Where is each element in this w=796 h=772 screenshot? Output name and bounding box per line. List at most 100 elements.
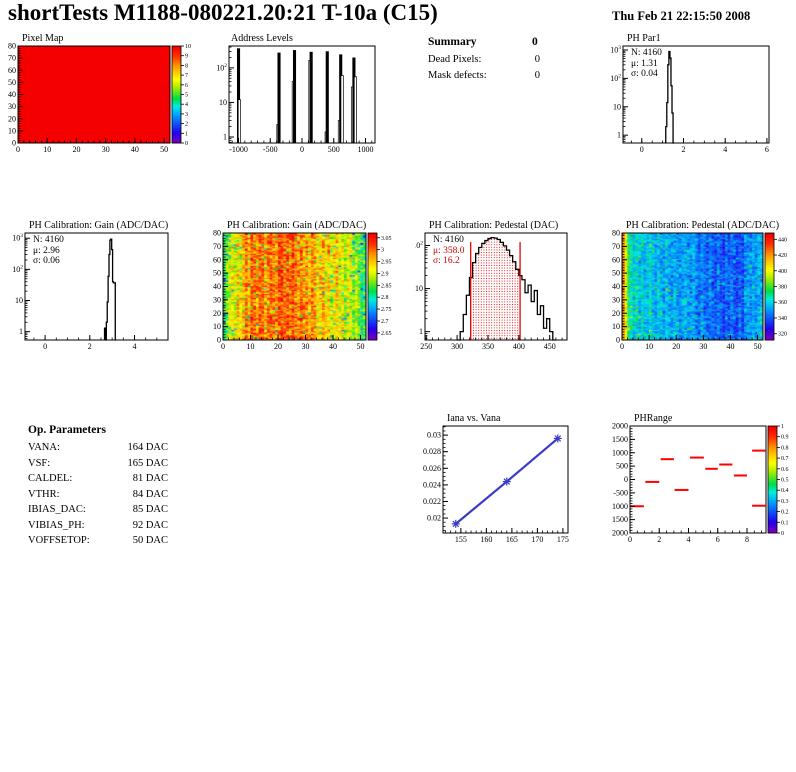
op-parameters-block: Op. Parameters VANA: 164 DAC VSF: 165 DA… [20, 424, 210, 549]
svg-text:70: 70 [612, 242, 620, 251]
svg-text:10: 10 [645, 342, 653, 351]
svg-text:155: 155 [455, 535, 467, 544]
plot-title-ph-par1: PH Par1 [627, 33, 661, 44]
svg-text:0.7: 0.7 [781, 456, 789, 462]
svg-text:0.5: 0.5 [781, 478, 789, 484]
svg-text:2: 2 [681, 145, 685, 154]
svg-text:4: 4 [132, 342, 136, 351]
svg-text:-500: -500 [263, 145, 278, 154]
svg-text:20: 20 [72, 145, 80, 154]
svg-text:10: 10 [213, 322, 221, 331]
ph-par1-chart: 0 2 4 6 1 10 102 103 [610, 45, 770, 154]
svg-text:0.024: 0.024 [423, 480, 441, 489]
op-row-vsf: VSF: 165 DAC [28, 458, 210, 474]
svg-text:20: 20 [672, 342, 680, 351]
svg-text:1: 1 [223, 132, 227, 141]
svg-text:2.9: 2.9 [381, 271, 389, 277]
svg-text:60: 60 [612, 255, 620, 264]
svg-text:0.8: 0.8 [781, 445, 789, 451]
svg-text:50: 50 [754, 342, 762, 351]
summary-row-label: Mask defects: [428, 70, 487, 81]
svg-text:10: 10 [613, 102, 621, 111]
plot-title-address-levels: Address Levels [231, 33, 293, 44]
svg-text:500: 500 [616, 462, 628, 471]
svg-text:1: 1 [781, 424, 784, 430]
svg-text:5: 5 [185, 93, 188, 99]
svg-text:0.6: 0.6 [781, 467, 789, 473]
svg-text:0: 0 [628, 535, 632, 544]
svg-text:20: 20 [213, 309, 221, 318]
stat-mu: μ: 2.96 [33, 245, 60, 256]
svg-text:1000: 1000 [612, 448, 628, 457]
summary-row-value: 0 [534, 70, 540, 81]
svg-text:40: 40 [726, 342, 734, 351]
svg-text:10: 10 [219, 98, 227, 107]
ph-calibration-gain-adc-dac--chart: 0 10 20 30 40 50 0 10 20 30 40 50 60 70 80 3.05 3 2.95 2.9… [213, 229, 392, 352]
iana-vs-vana-chart: 155 160 165 170 175 0.02 0.022 0.024 0.026 0.028 0… [423, 425, 569, 544]
svg-text:2: 2 [88, 342, 92, 351]
svg-text:0: 0 [620, 342, 624, 351]
svg-text:20: 20 [8, 114, 16, 123]
svg-text:175: 175 [557, 535, 569, 544]
svg-text:102: 102 [415, 240, 423, 250]
svg-text:103: 103 [12, 233, 23, 243]
address-levels-chart: -1000 -500 0 500 1000 1 10 102 [216, 45, 376, 154]
op-row-voffsetop: VOFFSETOP: 50 DAC [28, 535, 210, 549]
svg-text:30: 30 [102, 145, 110, 154]
panel-pedestal-histogram: PH Calibration: Pedestal (DAC) N: 4160 μ… [415, 220, 603, 356]
svg-text:4: 4 [723, 145, 727, 154]
stat-mu: μ: 358.0 [433, 245, 465, 256]
svg-text:6: 6 [765, 145, 769, 154]
svg-text:0.028: 0.028 [423, 447, 441, 456]
op-label: IBIAS_DAC: [28, 504, 86, 515]
svg-text:250: 250 [420, 342, 432, 351]
op-row-vthr: VTHR: 84 DAC [28, 489, 210, 505]
svg-text:1: 1 [419, 327, 423, 336]
svg-text:500: 500 [328, 145, 340, 154]
svg-text:0.026: 0.026 [423, 464, 441, 473]
svg-text:10: 10 [247, 342, 255, 351]
svg-text:10: 10 [415, 284, 423, 293]
op-label: VOFFSETOP: [28, 535, 90, 546]
svg-text:10: 10 [43, 145, 51, 154]
op-row-ibias-dac: IBIAS_DAC: 85 DAC [28, 504, 210, 520]
op-value: 165 DAC [127, 457, 168, 469]
svg-text:-1000: -1000 [229, 145, 248, 154]
svg-text:2.95: 2.95 [381, 260, 392, 266]
svg-text:20: 20 [274, 342, 282, 351]
svg-text:165: 165 [506, 535, 518, 544]
ph-calibration-gain-adc-dac--chart: 0 2 4 1 10 102 103 [12, 232, 169, 351]
plot-title-gain-map: PH Calibration: Gain (ADC/DAC) [227, 220, 367, 231]
svg-text:103: 103 [610, 45, 621, 55]
svg-text:1: 1 [19, 327, 23, 336]
stats-box-gain: N: 4160 μ: 2.96 σ: 0.06 [33, 235, 64, 267]
svg-text:7: 7 [185, 73, 188, 79]
svg-text:2.65: 2.65 [381, 331, 392, 337]
svg-text:102: 102 [216, 63, 227, 72]
svg-text:2.7: 2.7 [381, 319, 389, 325]
panel-ph-par1: PH Par1 N: 4160 μ: 1.31 σ: 0.04 0 2 4 6 1 10 1… [608, 33, 796, 161]
op-label: VANA: [28, 442, 60, 453]
summary-total: 0 [532, 36, 538, 48]
svg-text:440: 440 [778, 237, 787, 243]
svg-text:0: 0 [12, 139, 16, 148]
svg-text:0: 0 [616, 336, 620, 345]
op-row-vana: VANA: 164 DAC [28, 442, 210, 458]
summary-title: Summary 0 [428, 36, 598, 48]
panel-gain-map: PH Calibration: Gain (ADC/DAC) 0 10 20 30 40… [213, 220, 405, 356]
svg-text:2.85: 2.85 [381, 283, 392, 289]
svg-text:102: 102 [610, 73, 621, 83]
stat-mu: μ: 1.31 [631, 58, 658, 69]
panel-gain-histogram: PH Calibration: Gain (ADC/DAC) N: 4160 μ… [0, 220, 200, 356]
summary-row-label: Dead Pixels: [428, 54, 482, 65]
svg-text:0.2: 0.2 [781, 510, 789, 516]
svg-text:170: 170 [531, 535, 543, 544]
summary-row-mask-defects: Mask defects: 0 [428, 70, 598, 86]
svg-text:40: 40 [213, 282, 221, 291]
svg-text:80: 80 [612, 229, 620, 238]
op-row-caldel: CALDEL: 81 DAC [28, 473, 210, 489]
svg-text:380: 380 [778, 285, 787, 291]
op-value: 81 DAC [132, 473, 168, 484]
plot-title-pedestal-map: PH Calibration: Pedestal (ADC/DAC) [626, 220, 780, 231]
